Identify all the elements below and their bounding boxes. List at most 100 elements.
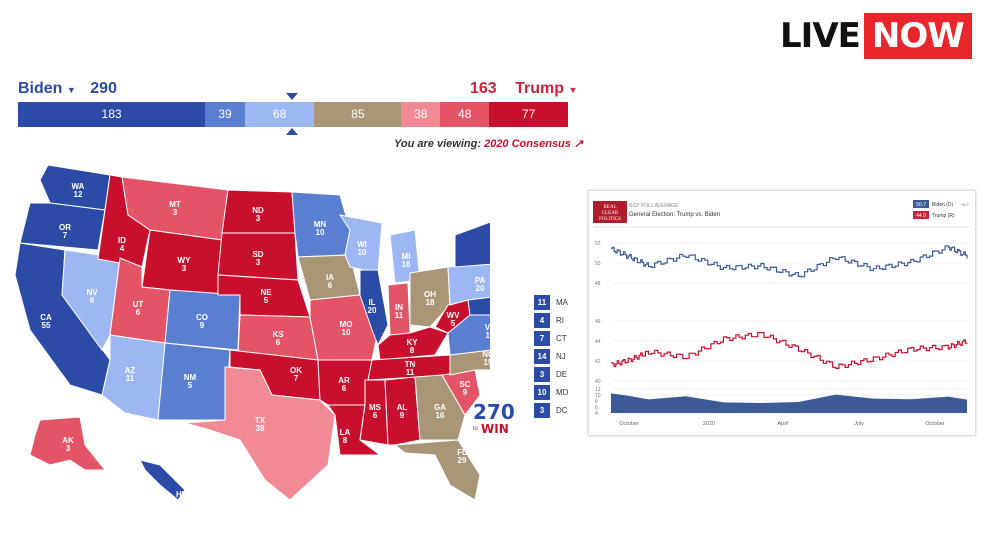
legend-biden-name: Biden (D) <box>932 202 953 208</box>
state-ev-VA: 13 <box>486 331 490 340</box>
state-label-AK: AK <box>62 436 74 445</box>
y-tick-label: 46 <box>595 319 601 325</box>
northeast-ev: 10 <box>534 385 550 400</box>
state-ev-AR: 6 <box>342 384 347 393</box>
logo-to: to <box>473 426 479 432</box>
state-label-AR: AR <box>338 376 350 385</box>
state-NC[interactable] <box>449 347 490 376</box>
state-label-PA: PA <box>475 276 486 285</box>
bar-segment-3[interactable]: 85 <box>314 102 402 127</box>
state-ev-MT: 3 <box>173 208 178 217</box>
state-ev-FL: 29 <box>458 456 467 465</box>
northeast-row-NJ[interactable]: 14 NJ <box>534 349 568 364</box>
state-GA[interactable] <box>414 374 466 441</box>
rcp-title: General Election: Trump vs. Biden <box>629 212 720 218</box>
state-ev-UT: 6 <box>136 308 141 317</box>
trump-header[interactable]: 163 Trump ▼ <box>470 80 577 98</box>
northeast-ev: 11 <box>534 295 550 310</box>
trump-series-line <box>611 331 968 369</box>
state-ev-AL: 9 <box>400 411 405 420</box>
bar-segment-1[interactable]: 39 <box>205 102 245 127</box>
bar-segment-6[interactable]: 77 <box>489 102 568 127</box>
state-label-TN: TN <box>405 360 416 369</box>
state-label-MN: MN <box>314 220 327 229</box>
x-tick-label: October <box>925 421 945 427</box>
northeast-abbr: CT <box>556 334 567 343</box>
state-label-CA: CA <box>40 313 52 322</box>
northeast-ev: 14 <box>534 349 550 364</box>
state-label-FL: FL <box>457 448 467 457</box>
state-label-NY: NY <box>489 243 490 252</box>
northeast-ev: 4 <box>534 313 550 328</box>
state-OR[interactable] <box>19 202 106 251</box>
external-link-icon[interactable]: ↗ <box>573 138 584 150</box>
state-FL[interactable] <box>393 439 481 501</box>
northeast-row-MA[interactable]: 11 MA <box>534 295 568 310</box>
state-label-WI: WI <box>357 240 367 249</box>
bar-segment-4[interactable]: 38 <box>401 102 441 127</box>
viewing-line: You are viewing: 2020 Consensus ↗ <box>394 137 583 150</box>
state-AL[interactable] <box>384 376 421 446</box>
electoral-vote-bar: 183 39 68 85 38 48 77 <box>18 102 568 127</box>
state-ev-NV: 6 <box>90 296 95 305</box>
state-ev-MI: 16 <box>402 260 411 269</box>
bar-segment-5[interactable]: 48 <box>440 102 490 127</box>
state-label-OK: OK <box>290 366 302 375</box>
y-tick-label: 42 <box>595 359 601 365</box>
legend-biden-swatch <box>913 200 929 208</box>
northeast-row-CT[interactable]: 7 CT <box>534 331 568 346</box>
state-NY[interactable] <box>454 215 490 268</box>
state-OH[interactable] <box>409 266 451 328</box>
state-HI[interactable] <box>139 459 186 501</box>
state-MS[interactable] <box>359 379 389 446</box>
state-label-GA: GA <box>434 403 446 412</box>
y-tick-label: 6 <box>595 405 598 411</box>
chart-x-labels: October 2020 April July October <box>619 421 945 427</box>
northeast-ev: 3 <box>534 367 550 382</box>
northeast-row-MD[interactable]: 10 MD <box>534 385 568 400</box>
state-AK[interactable] <box>29 416 107 471</box>
state-ev-IA: 6 <box>328 281 333 290</box>
biden-header[interactable]: Biden ▼ 290 <box>18 80 117 98</box>
x-tick-label: April <box>777 421 788 427</box>
state-label-AL: AL <box>397 403 408 412</box>
state-label-MT: MT <box>169 200 181 209</box>
state-ev-ID: 4 <box>120 244 125 253</box>
northeast-abbr: DC <box>556 406 568 415</box>
northeast-row-RI[interactable]: 4 RI <box>534 313 568 328</box>
northeast-row-DE[interactable]: 3 DE <box>534 367 568 382</box>
state-label-SC: SC <box>459 380 470 389</box>
state-WI[interactable] <box>338 214 383 274</box>
trump-label: Trump <box>515 80 565 97</box>
y-tick-label: 12 <box>595 387 601 393</box>
state-ev-IL: 20 <box>368 306 377 315</box>
rcp-chart-svg: REAL CLEAR POLITICS RCP POLL AVERAGE Gen… <box>593 200 971 427</box>
consensus-link[interactable]: 2020 Consensus <box>484 138 571 150</box>
bar-segment-0[interactable]: 183 <box>18 102 206 127</box>
state-label-SD: SD <box>252 250 263 259</box>
y-tick-label: 10 <box>595 393 601 399</box>
state-label-AZ: AZ <box>125 366 136 375</box>
state-ev-AZ: 11 <box>126 374 135 383</box>
state-label-IA: IA <box>326 273 334 282</box>
y-tick-label: 4 <box>595 411 598 417</box>
state-ev-LA: 8 <box>343 436 348 445</box>
spread-area <box>611 393 967 413</box>
state-label-OR: OR <box>59 223 71 232</box>
y-tick-label: 50 <box>595 261 601 267</box>
chart-gridlines <box>611 242 967 414</box>
state-TX[interactable] <box>184 366 336 501</box>
state-ev-WY: 3 <box>182 264 187 273</box>
state-label-IN: IN <box>395 303 403 312</box>
state-ev-IN: 11 <box>395 311 404 320</box>
northeast-row-DC[interactable]: 3 DC <box>534 403 568 418</box>
logo-win: WIN <box>481 422 509 436</box>
bar-segment-2[interactable]: 68 <box>244 102 315 127</box>
biden-label: Biden <box>18 80 63 97</box>
biden-series-line <box>611 245 968 278</box>
trump-total: 163 <box>470 80 497 97</box>
state-MD[interactable] <box>467 295 490 316</box>
state-ev-MO: 10 <box>342 328 351 337</box>
rcp-logo-line2: CLEAR <box>602 211 619 216</box>
